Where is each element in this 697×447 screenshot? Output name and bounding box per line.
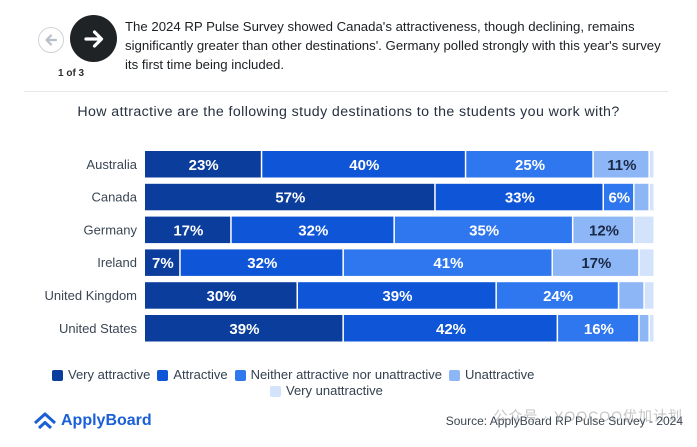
data-label-canada-neither-attractive-nor-unattractive: 6% [608,190,630,207]
next-button[interactable] [70,15,117,62]
data-label-canada-attractive: 33% [505,190,535,207]
bar-canada-neither-attractive-nor-unattractive [604,183,634,211]
bar-united-kingdom-neither-attractive-nor-unattractive [496,282,618,309]
data-label-united-states-neither-attractive-nor-unattractive: 16% [584,321,614,338]
legend-swatch [449,369,461,381]
bar-ireland-very-unattractive [639,249,654,276]
page-indicator: 1 of 3 [58,68,85,79]
bar-ireland-unattractive [553,249,639,276]
category-label-united-kingdom: United Kingdom [45,288,138,303]
bar-germany-unattractive [573,216,634,244]
bar-canada-attractive [435,183,603,211]
bar-canada-very-unattractive [649,183,654,211]
description-text: The 2024 RP Pulse Survey showed Canada's… [125,19,661,72]
data-label-united-kingdom-neither-attractive-nor-unattractive: 24% [543,288,573,305]
arrow-right-icon [83,29,103,48]
legend-item-neither: Neither attractive nor unattractive [234,367,443,383]
category-label-canada: Canada [91,190,137,205]
category-label-germany: Germany [84,222,138,237]
legend-item-attractive: Attractive [157,367,228,383]
data-label-australia-attractive: 40% [349,157,379,174]
legend-swatch [52,369,63,381]
data-label-ireland-attractive: 32% [247,255,277,272]
bar-germany-attractive [231,216,394,244]
data-label-germany-attractive: 32% [298,222,328,239]
legend-label: Very unattractive [286,383,383,398]
data-label-ireland-very-attractive: 7% [152,255,174,272]
bar-canada-very-attractive [145,183,435,211]
brand-name: ApplyBoard [61,412,152,429]
bar-ireland-attractive [180,249,343,276]
bar-canada-unattractive [634,183,649,211]
bar-united-states-very-unattractive [649,315,654,342]
data-label-united-states-very-attractive: 39% [229,321,259,338]
legend-label: Attractive [173,367,228,382]
data-label-australia-neither-attractive-nor-unattractive: 25% [515,157,545,174]
source-text: Source: ApplyBoard RP Pulse Survey - 202… [445,414,683,428]
legend-row-2: Very unattractive [52,383,652,399]
bar-united-kingdom-attractive [298,282,496,309]
legend-item-unattractive: Unattractive [449,367,534,383]
data-label-canada-very-attractive: 57% [275,190,305,207]
bar-united-kingdom-very-unattractive [644,282,654,309]
bar-australia-very-attractive [145,151,261,178]
data-label-united-states-attractive: 42% [436,321,466,338]
bar-ireland-very-attractive [145,249,180,276]
stacked-bar-chart: Australia 23% 40% 25% 11% Canada 57% 33% 6% Germa… [45,151,654,342]
legend-swatch [157,369,169,381]
bar-united-states-very-attractive [145,315,343,342]
category-label-ireland: Ireland [97,255,137,270]
arrow-left-icon [45,34,58,46]
bar-united-states-unattractive [639,315,649,342]
legend: Very attractive Attractive Neither attra… [52,367,652,399]
data-label-australia-very-attractive: 23% [189,157,219,174]
chart-title: How attractive are the following study d… [77,104,620,120]
divider [24,91,668,92]
applyboard-logo-icon [33,412,57,430]
data-label-germany-unattractive: 12% [589,222,619,239]
data-label-united-kingdom-attractive: 39% [382,288,412,305]
legend-swatch [270,385,281,397]
bar-germany-very-unattractive [634,216,654,244]
data-label-ireland-unattractive: 17% [581,255,611,272]
data-label-ireland-neither-attractive-nor-unattractive: 41% [433,255,463,272]
bar-germany-neither-attractive-nor-unattractive [394,216,572,244]
bar-germany-very-attractive [145,216,231,244]
category-label-united-states: United States [59,321,138,336]
bar-united-states-attractive [343,315,557,342]
bar-united-kingdom-unattractive [619,282,644,309]
data-label-germany-neither-attractive-nor-unattractive: 35% [469,222,499,239]
data-label-united-kingdom-very-attractive: 30% [206,288,236,305]
legend-label: Very attractive [68,367,151,382]
previous-button[interactable] [38,27,64,53]
data-label-australia-unattractive: 11% [607,157,636,174]
watermark: 公众号 · YOOCOO优加计划 [493,408,683,424]
bar-australia-attractive [262,151,465,178]
applyboard-logo[interactable]: ApplyBoard [33,411,152,431]
legend-item-very-unattractive: Very unattractive [270,383,383,399]
data-label-germany-very-attractive: 17% [173,222,203,239]
bar-australia-very-unattractive [649,151,654,178]
legend-label: Neither attractive nor unattractive [250,367,443,382]
bar-australia-unattractive [593,151,649,178]
bar-united-states-neither-attractive-nor-unattractive [558,315,639,342]
legend-label: Unattractive [465,367,535,382]
legend-swatch [234,369,246,381]
legend-row-1: Very attractive Attractive Neither attra… [52,367,652,383]
bar-australia-neither-attractive-nor-unattractive [466,151,593,178]
bar-ireland-neither-attractive-nor-unattractive [343,249,552,276]
legend-item-very-attractive: Very attractive [52,367,150,383]
bar-united-kingdom-very-attractive [145,282,297,309]
category-label-australia: Australia [86,157,137,172]
